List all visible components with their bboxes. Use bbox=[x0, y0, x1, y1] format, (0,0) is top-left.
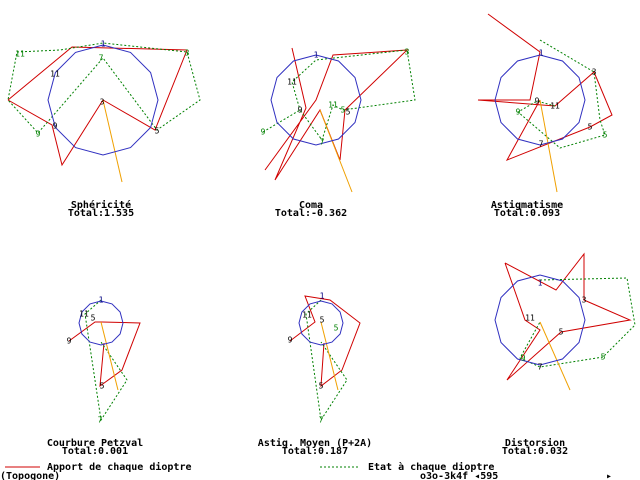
vertex-label: 5 bbox=[588, 123, 593, 132]
panel-total: Total:0.187 bbox=[282, 446, 348, 457]
vertex-label: 5 bbox=[319, 382, 324, 391]
vertex-label: 1 bbox=[320, 292, 325, 301]
panel-title: Coma bbox=[299, 200, 323, 211]
vertex-label: 7 bbox=[99, 54, 104, 63]
diagrams bbox=[5, 13, 636, 468]
panel-total: Total:1.535 bbox=[68, 208, 134, 219]
resultant bbox=[102, 99, 123, 183]
panel-total: Total:0.093 bbox=[494, 208, 560, 219]
vertex-label: 3 bbox=[405, 48, 410, 57]
reference-circle bbox=[47, 44, 159, 156]
panel-title: Courbure Petzval bbox=[47, 438, 143, 449]
state-polygon bbox=[262, 49, 416, 142]
legend-red: Apport de chaque dioptre bbox=[47, 461, 192, 473]
vertex-label: 11 bbox=[525, 314, 535, 323]
contribution-polygon bbox=[7, 46, 188, 167]
status-right: o3o-3k4f ◂595 bbox=[420, 471, 498, 480]
reference-circle bbox=[270, 54, 362, 146]
vertex-label: 3 bbox=[592, 68, 597, 77]
state-polygon bbox=[519, 277, 636, 368]
status-arrow[interactable]: ▸ bbox=[606, 471, 612, 480]
resultant bbox=[539, 321, 571, 391]
reference-circle bbox=[298, 300, 344, 346]
contribution-polygon bbox=[504, 252, 632, 381]
vertex-label: 5 bbox=[346, 108, 351, 117]
vertex-label: 3 bbox=[582, 296, 587, 305]
legend-green: Etat à chaque dioptre bbox=[368, 461, 494, 473]
reference-circle bbox=[494, 274, 586, 366]
vertex-label: 1 bbox=[538, 279, 543, 288]
vertex-label: 11 bbox=[302, 311, 312, 320]
resultant bbox=[539, 99, 558, 193]
vertex-label: 11 bbox=[287, 78, 297, 87]
vertex-label: 9 bbox=[261, 128, 266, 137]
contribution-polygon bbox=[289, 295, 361, 388]
vertex-label: 9 bbox=[516, 108, 521, 117]
contribution-polygon bbox=[68, 321, 141, 388]
panel-title: Distorsion bbox=[505, 437, 565, 449]
vertex-label: 7 bbox=[538, 363, 543, 372]
resultant bbox=[320, 321, 339, 391]
state-polygon bbox=[305, 299, 348, 422]
reference-circle bbox=[78, 300, 124, 346]
vertex-label: 5 bbox=[320, 316, 325, 325]
vertex-label: 5 bbox=[601, 353, 606, 362]
vertex-label: 7 bbox=[320, 138, 325, 147]
vertex-label: 11 bbox=[50, 70, 60, 79]
status-left: (Topogone) bbox=[0, 471, 60, 480]
vertex-label: 9 bbox=[521, 354, 526, 363]
state-polygon bbox=[7, 42, 201, 134]
vertex-label: 11 bbox=[15, 50, 25, 59]
vertex-label: 5 bbox=[155, 127, 160, 136]
vertex-label: 1 bbox=[539, 49, 544, 58]
vertex-label: 11 bbox=[79, 310, 89, 319]
reference-circle bbox=[494, 54, 586, 146]
vertex-label: 9 bbox=[53, 122, 58, 131]
resultant bbox=[319, 109, 353, 193]
panel-total: Total:0.032 bbox=[502, 446, 568, 457]
vertex-label: 11 bbox=[550, 102, 560, 111]
panel-title: Astig. Moyen (P+2A) bbox=[258, 437, 372, 449]
vertex-label: 9 bbox=[67, 337, 72, 346]
vertex-label: 9 bbox=[298, 106, 303, 115]
resultant bbox=[100, 321, 119, 391]
vertex-label: 5 bbox=[91, 314, 96, 323]
vertex-label: 11 bbox=[328, 101, 338, 110]
panel-total: Total:-0.362 bbox=[275, 208, 347, 219]
vertex-label: 1 bbox=[101, 40, 106, 49]
panel-title: Astigmatisme bbox=[491, 199, 563, 211]
vertex-label: 3 bbox=[100, 98, 105, 107]
vertex-label: 7 bbox=[319, 416, 324, 425]
vertex-label: 9 bbox=[535, 97, 540, 106]
vertex-label: 9 bbox=[288, 336, 293, 345]
panel-total: Total:0.001 bbox=[62, 446, 128, 457]
vertex-label: 5 bbox=[100, 382, 105, 391]
vertex-label: 5 bbox=[341, 106, 346, 115]
vertex-label: 1 bbox=[314, 51, 319, 60]
vertex-label: 7 bbox=[539, 140, 544, 149]
vertex-label: 5 bbox=[559, 328, 564, 337]
vertex-label: 5 bbox=[603, 131, 608, 140]
vertex-label: 3 bbox=[185, 49, 190, 58]
vertex-label: 9 bbox=[36, 130, 41, 139]
panel-title: Sphéricité bbox=[71, 199, 131, 211]
state-polygon bbox=[84, 299, 128, 422]
vertex-label: 7 bbox=[98, 416, 103, 425]
vertex-label: 1 bbox=[99, 296, 104, 305]
vertex-label: 5 bbox=[334, 324, 339, 333]
